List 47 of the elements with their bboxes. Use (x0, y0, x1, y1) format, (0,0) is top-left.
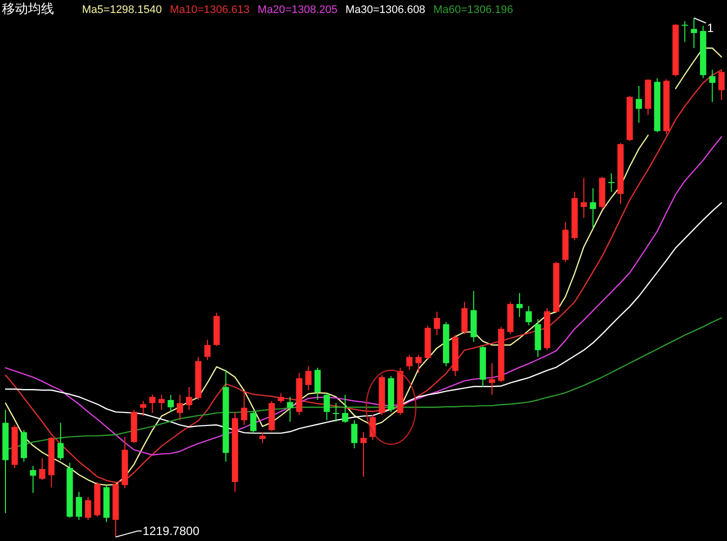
text: Ma5=1298.1540 (82, 4, 162, 16)
candlestick (168, 394, 174, 412)
annotation: 1 (706, 21, 714, 35)
candlestick (406, 354, 413, 370)
candlestick (278, 392, 284, 404)
candlestick (360, 432, 367, 478)
candlestick (57, 422, 64, 461)
candlestick (351, 420, 358, 449)
candlestick (324, 392, 330, 421)
candlestick (461, 301, 468, 335)
candlestick (186, 386, 192, 410)
candlestick (682, 20, 688, 42)
candlestick (332, 402, 340, 422)
candlestick (580, 177, 587, 218)
candlestick (140, 400, 146, 417)
candlestick (314, 367, 321, 400)
chart-title: 移动均线 (2, 1, 54, 16)
candlestick (158, 394, 165, 410)
candlestick (718, 69, 725, 100)
text: Ma10=1306.613 (170, 4, 250, 16)
candlestick (526, 306, 532, 326)
candlestick (590, 188, 596, 229)
candlestick (204, 339, 211, 361)
text: Ma60=1306.196 (433, 4, 514, 16)
candlestick (415, 354, 422, 374)
candlestick (250, 410, 256, 434)
candlestick (149, 394, 156, 414)
candlestick (488, 362, 496, 396)
candlestick (709, 69, 716, 103)
candlestick (434, 311, 440, 336)
candlestick (690, 18, 698, 49)
candlestick (342, 394, 348, 424)
candlestick (241, 392, 248, 426)
candlestick (76, 491, 82, 520)
candlestick (30, 465, 36, 494)
candlestick (636, 85, 642, 124)
annotation: 1219.7800 (142, 524, 200, 538)
candlestick (85, 496, 92, 520)
candlestick (608, 172, 614, 192)
candlestick (305, 366, 312, 391)
text: Ma20=1308.205 (258, 4, 338, 16)
candlestick (259, 432, 266, 444)
candlestick (39, 458, 46, 480)
candlestick (516, 292, 523, 318)
candlestick (286, 396, 294, 422)
text: Ma30=1306.608 (345, 4, 426, 16)
candlestick (176, 394, 184, 421)
